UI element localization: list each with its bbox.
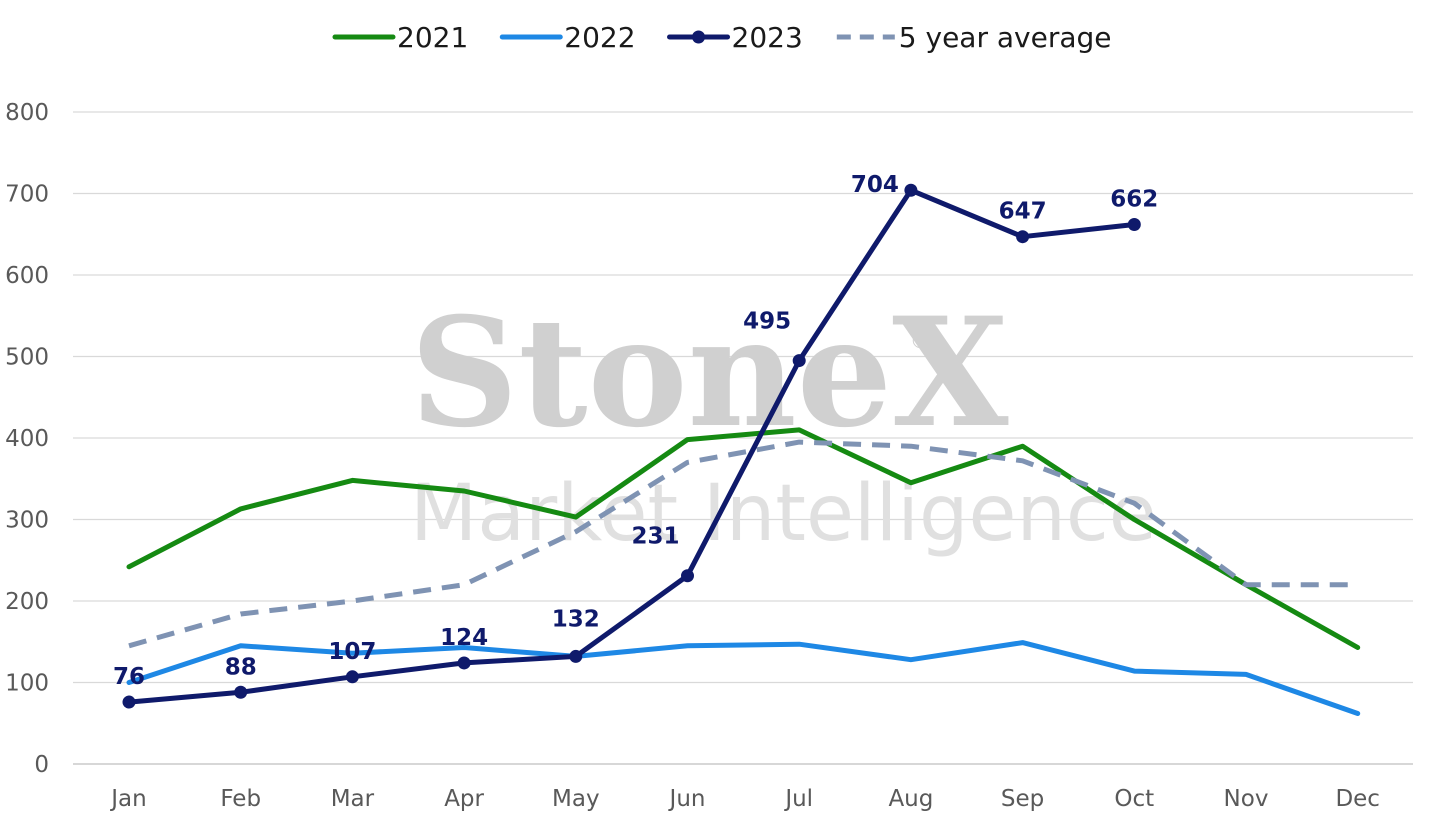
series-line-2022: [126, 640, 1361, 716]
data-point: [569, 649, 583, 663]
x-tick-label: May: [552, 786, 600, 812]
data-labels: 76 88 107 124 132 231 495 704 647 662: [113, 172, 1158, 690]
data-point: [457, 656, 471, 670]
legend-item: 2021: [332, 21, 468, 54]
y-tick-label: 300: [5, 508, 49, 534]
data-point: [1127, 217, 1141, 231]
legend-item: 2022: [499, 21, 636, 54]
data-label: 495: [743, 309, 791, 335]
series-line-2023: [126, 187, 1137, 705]
legend: 2021 2022 2023 5 year average: [332, 21, 1112, 54]
x-tick-label: Sep: [1001, 786, 1044, 812]
data-label: 704: [851, 172, 899, 198]
x-tick-label: Nov: [1224, 786, 1269, 812]
data-point: [792, 354, 806, 368]
y-tick-label: 500: [5, 345, 49, 371]
data-label: 132: [552, 606, 600, 632]
x-tick-label: Aug: [888, 786, 933, 812]
legend-label: 2023: [732, 21, 803, 54]
data-point: [681, 569, 694, 583]
legend-marker: [692, 30, 706, 44]
legend-label: 2022: [564, 21, 635, 54]
watermark-registered: ®: [910, 329, 930, 353]
watermark-subtitle: Market Intelligence: [410, 469, 1157, 559]
data-label: 107: [328, 639, 376, 665]
axes: 0 100 200 300 400 500 600 700 800 Jan Feb Mar Apr May…: [5, 100, 1380, 812]
x-tick-label: Oct: [1114, 786, 1154, 812]
x-tick-label: Jul: [783, 786, 813, 812]
y-tick-label: 600: [5, 263, 49, 289]
legend-label: 5 year average: [899, 21, 1112, 54]
x-tick-label: Jun: [668, 786, 706, 812]
series-line-2021: [126, 427, 1361, 650]
x-tick-label: Feb: [220, 786, 261, 812]
data-label: 231: [631, 524, 679, 550]
y-tick-label: 200: [5, 589, 49, 615]
y-tick-label: 0: [34, 752, 49, 778]
x-tick-label: Dec: [1335, 786, 1380, 812]
data-point: [904, 183, 918, 197]
x-tick-label: Jan: [109, 786, 146, 812]
x-tick-label: Mar: [331, 786, 375, 812]
data-point: [122, 695, 136, 709]
data-point: [234, 685, 248, 699]
data-label: 662: [1110, 186, 1158, 212]
series-lines: [122, 183, 1361, 716]
y-tick-label: 800: [5, 100, 49, 126]
watermark-brand: StoneX: [410, 285, 1009, 461]
data-label: 76: [113, 664, 145, 690]
legend-label: 2021: [397, 21, 468, 54]
data-label: 124: [440, 625, 488, 651]
x-tick-label: Apr: [444, 786, 484, 812]
data-label: 88: [225, 654, 257, 680]
series-line-5-year-average: [128, 439, 1358, 649]
y-tick-label: 400: [5, 426, 49, 452]
y-tick-label: 700: [5, 182, 49, 208]
y-tick-label: 100: [5, 671, 49, 697]
watermark-logo: StoneX ® Market Intelligence: [410, 285, 1157, 559]
data-label: 647: [999, 199, 1047, 225]
legend-item: 5 year average: [836, 21, 1112, 54]
data-point: [1016, 230, 1030, 244]
legend-item: 2023: [667, 21, 803, 54]
data-point: [345, 670, 359, 684]
